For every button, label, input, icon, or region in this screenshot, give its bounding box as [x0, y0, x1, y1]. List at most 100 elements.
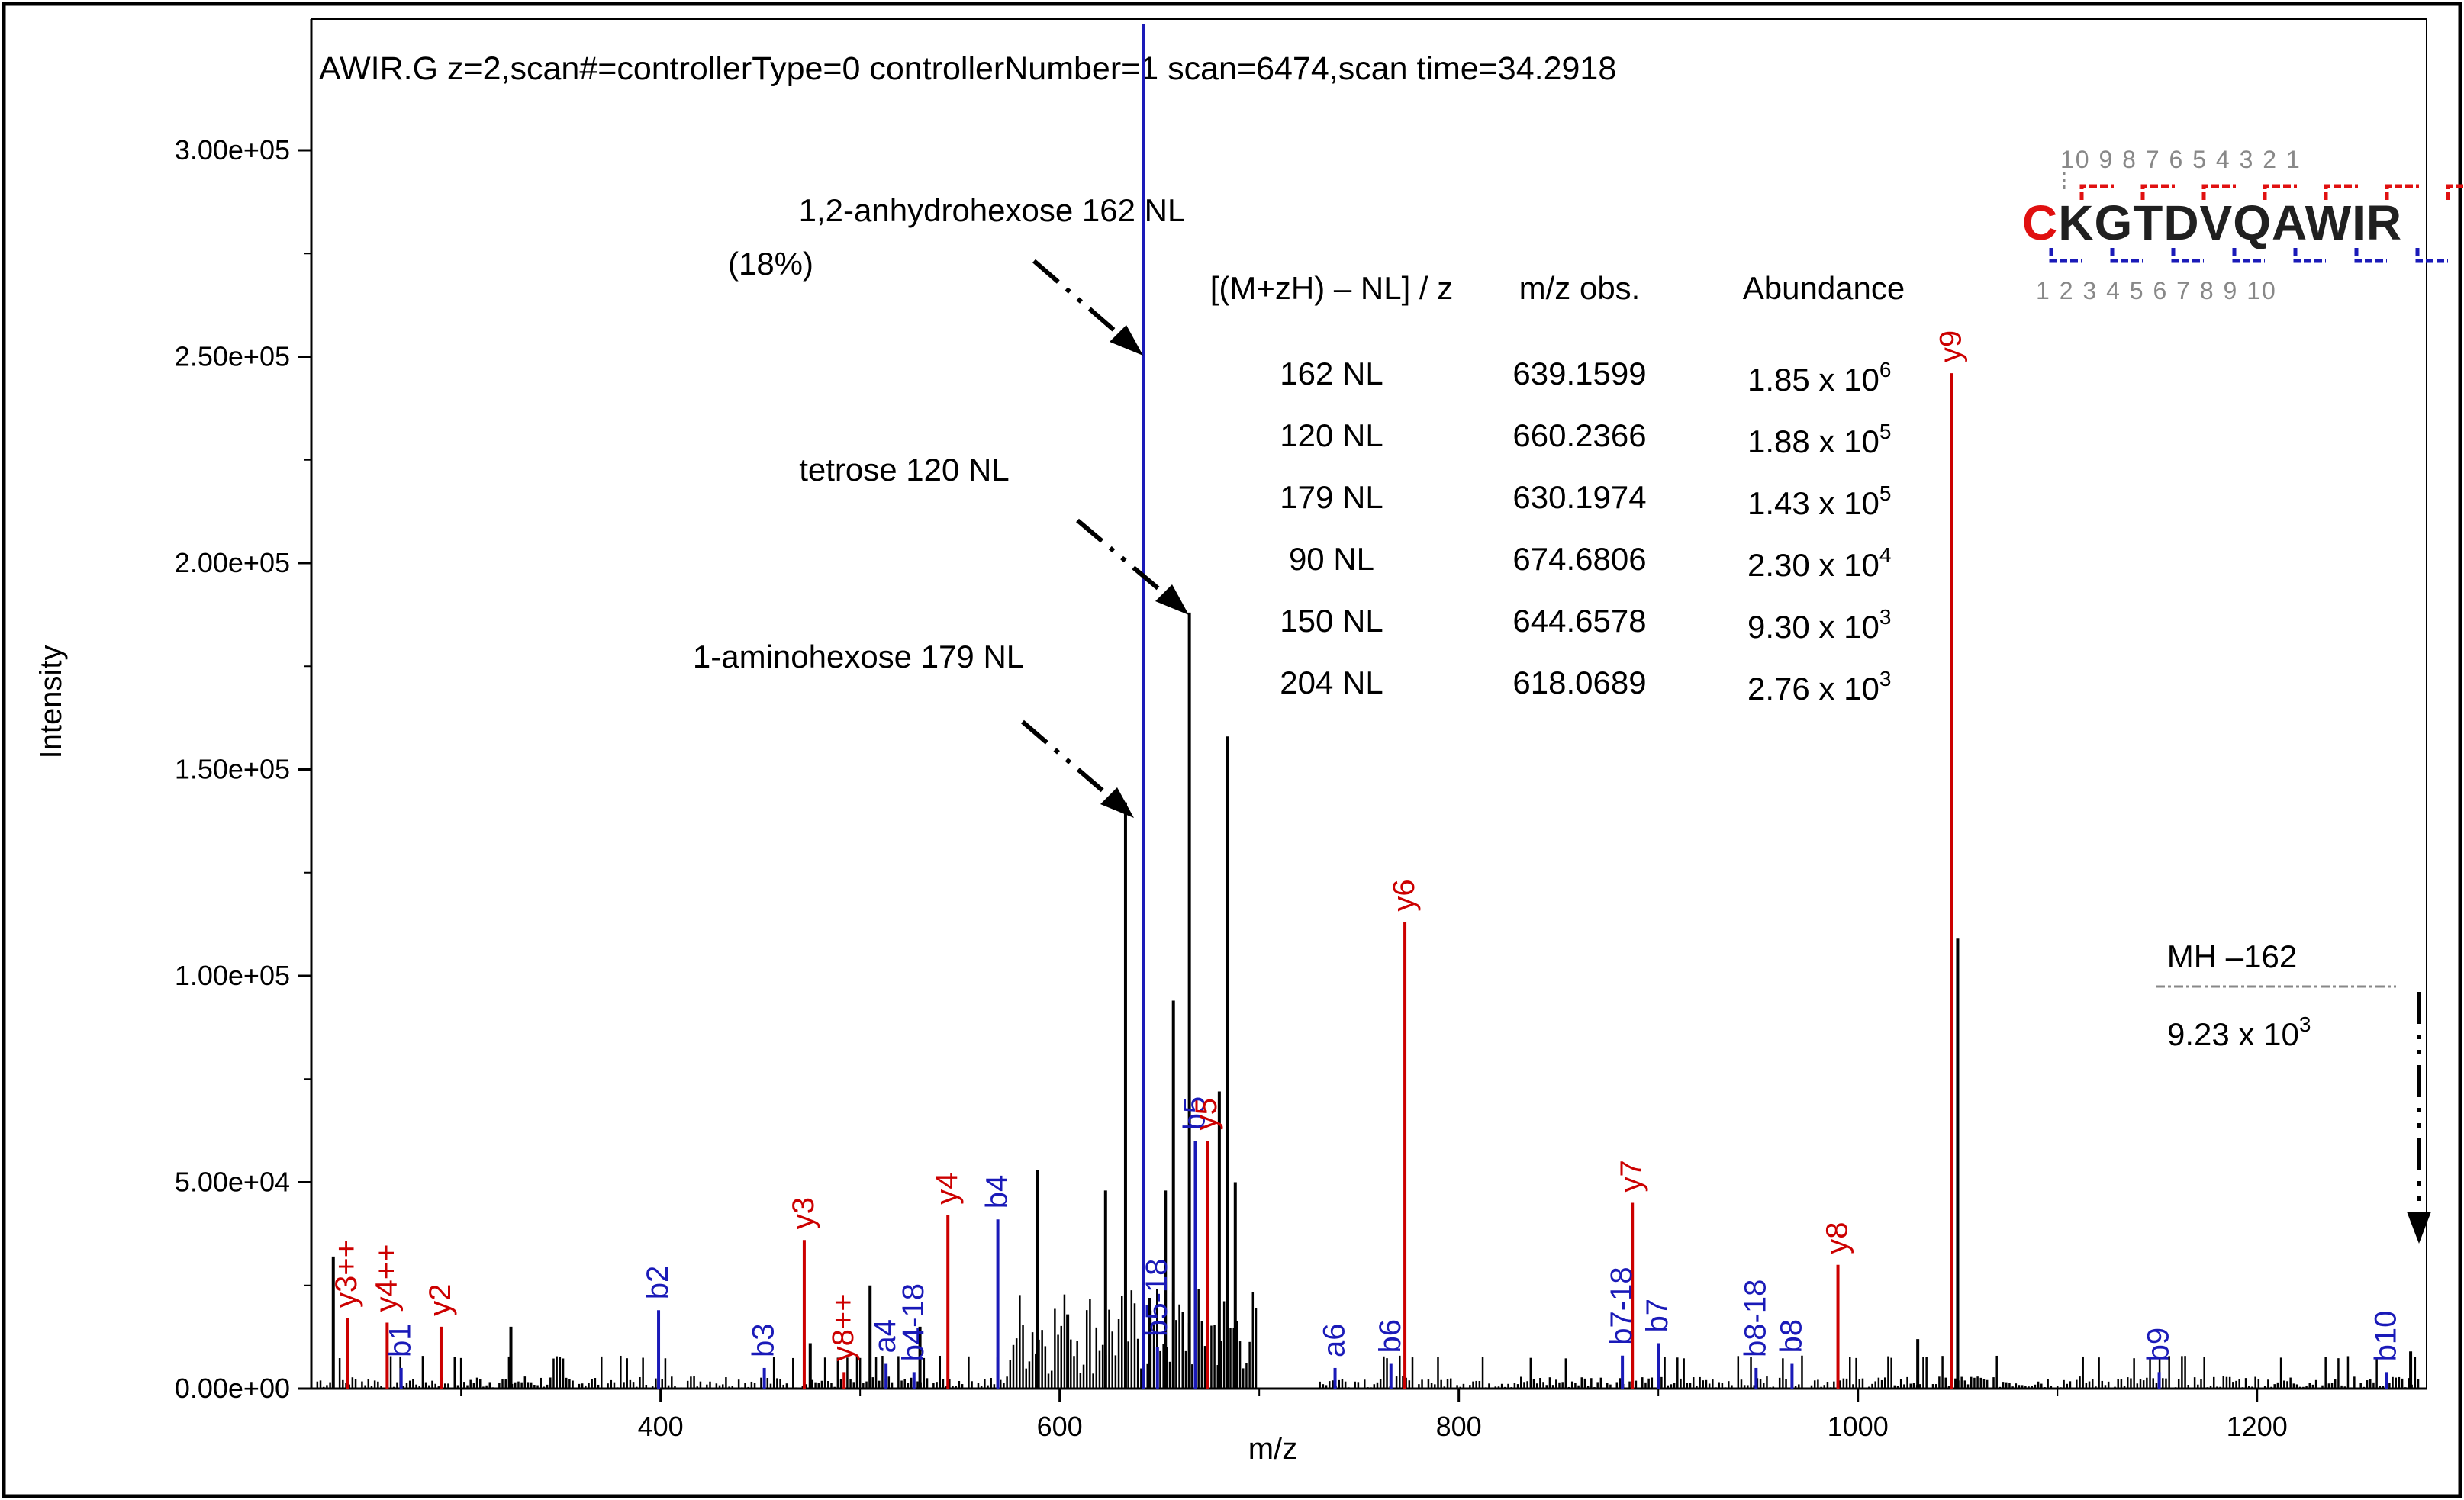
- ion-label-y6: y6: [1387, 879, 1421, 911]
- nl-row-loss: 179 NL: [1280, 479, 1383, 515]
- b-bracket: [2049, 248, 2082, 263]
- ion-label-b4-18: b4-18: [897, 1283, 930, 1361]
- ion-label-b6: b6: [1374, 1319, 1407, 1354]
- y-tick-label: 5.00e+04: [175, 1167, 290, 1198]
- nl-row-abundance-mantissa: 2.76 x 10: [1747, 671, 1879, 707]
- x-tick-label: 1000: [1828, 1411, 1889, 1442]
- y-tick-label: 1.50e+05: [175, 754, 290, 785]
- nl-row-loss: 150 NL: [1280, 603, 1383, 639]
- x-tick-label: 400: [638, 1411, 684, 1442]
- ion-label-b1: b1: [384, 1323, 417, 1357]
- nl-table: [(M+zH) – NL] / z m/z obs. Abundance 162…: [1210, 270, 1905, 707]
- x-axis-label: m/z: [1248, 1432, 1297, 1466]
- nl-row-loss: 204 NL: [1280, 665, 1383, 700]
- ion-label-a6: a6: [1318, 1323, 1351, 1357]
- nl-row-abundance-exponent: 5: [1879, 420, 1892, 443]
- b-bracket: [2415, 248, 2448, 263]
- nl-row-abundance-exponent: 6: [1879, 358, 1892, 381]
- arrow-anhydrohexose: [1032, 259, 1131, 346]
- y-bracket: [2446, 184, 2464, 200]
- b-bracket: [2232, 248, 2265, 263]
- mh-value-mantissa: 9.23 x 10: [2167, 1016, 2299, 1052]
- nl-row-mz: 674.6806: [1512, 541, 1646, 577]
- ion-label-b9: b9: [2142, 1328, 2176, 1362]
- mh-value: 9.23 x 103: [2167, 1012, 2311, 1052]
- sequence-bottom-numbers: 1 2 3 4 5 6 7 8 9 10: [2036, 277, 2277, 304]
- nl-row-mz: 630.1974: [1512, 479, 1646, 515]
- ion-label-b2: b2: [641, 1266, 675, 1300]
- y-bracket: [2140, 184, 2175, 200]
- y-bracket: [2324, 184, 2358, 200]
- ion-label-y2: y2: [424, 1284, 457, 1316]
- peaks: [331, 24, 2413, 1389]
- nl-table-header-mz: m/z obs.: [1519, 270, 1641, 306]
- annotation-mh: MH –162: [2167, 938, 2297, 974]
- ion-label-b3: b3: [747, 1323, 781, 1357]
- arrow-head-anhydrohexose: [1110, 325, 1143, 356]
- y-axis-label: Intensity: [34, 645, 68, 759]
- ion-label-b8-18: b8-18: [1738, 1280, 1772, 1357]
- ion-label-b10: b10: [2369, 1311, 2403, 1362]
- arrow-tetrose: [1076, 518, 1177, 605]
- ion-label-y8++: y8++: [826, 1293, 860, 1361]
- nl-row-abundance-mantissa: 1.43 x 10: [1747, 485, 1879, 521]
- nl-row-abundance-mantissa: 1.88 x 10: [1747, 423, 1879, 459]
- nl-row-abundance-exponent: 5: [1879, 481, 1892, 505]
- nl-row-abundance: 1.88 x 105: [1747, 420, 1891, 459]
- ion-label-b5: b5: [1177, 1096, 1211, 1131]
- sequence-top-numbers: 10 9 8 7 6 5 4 3 2 1: [2060, 146, 2301, 173]
- nl-row-abundance-exponent: 4: [1879, 543, 1892, 567]
- y-tick-label: 2.00e+05: [175, 547, 290, 578]
- annotation-anhydrohexose-percent: (18%): [728, 246, 813, 282]
- arrows: [1021, 259, 2421, 1219]
- arrow-head-mh: [2407, 1212, 2431, 1244]
- ion-label-a4: a4: [868, 1319, 902, 1354]
- nl-row-abundance-exponent: 3: [1879, 605, 1892, 629]
- arrow-head-tetrose: [1155, 584, 1189, 615]
- ion-label-y7: y7: [1615, 1160, 1648, 1192]
- ion-label-b8: b8: [1774, 1319, 1808, 1354]
- ion-label-y8: y8: [1821, 1222, 1854, 1254]
- nl-row-abundance-mantissa: 2.30 x 10: [1747, 547, 1879, 583]
- nl-row-abundance: 2.76 x 103: [1747, 667, 1891, 707]
- nl-table-rows: 162 NL 639.1599 1.85 x 106 120 NL 660.2366 1.…: [1280, 356, 1891, 707]
- y-tick-label: 1.00e+05: [175, 960, 290, 991]
- noise-peaks: [316, 1288, 2420, 1389]
- nl-row-mz: 644.6578: [1512, 603, 1646, 639]
- arrow-heads: [1100, 325, 2431, 1244]
- nl-row-abundance-exponent: 3: [1879, 667, 1892, 690]
- x-tick-label: 800: [1436, 1411, 1482, 1442]
- nl-table-header-nl: [(M+zH) – NL] / z: [1210, 270, 1454, 306]
- mh-value-exponent: 3: [2299, 1012, 2311, 1036]
- nl-row-loss: 90 NL: [1289, 541, 1374, 577]
- nl-row-loss: 120 NL: [1280, 417, 1383, 453]
- y-bracket: [2263, 184, 2297, 200]
- nl-table-header-abundance: Abundance: [1743, 270, 1905, 306]
- y-tick-label: 3.00e+05: [175, 134, 290, 166]
- b-bracket: [2354, 248, 2387, 263]
- sequence-first-residue: C: [2022, 195, 2058, 250]
- ion-label-y5: y5: [1190, 1098, 1223, 1130]
- arrow-head-aminohexose: [1100, 787, 1134, 818]
- ion-label-b4: b4: [981, 1175, 1014, 1209]
- y-bracket: [2385, 184, 2419, 200]
- x-tick-label: 1200: [2227, 1411, 2288, 1442]
- y-tick-label: 0.00e+00: [175, 1373, 290, 1404]
- chart-title: AWIR.G z=2,scan#=controllerType=0 contro…: [319, 50, 1616, 87]
- nl-row-loss: 162 NL: [1280, 356, 1383, 391]
- ion-label-y9: y9: [1934, 330, 1968, 362]
- annotation-tetrose: tetrose 120 NL: [799, 452, 1010, 488]
- sequence-map: 10 9 8 7 6 5 4 3 2 1 CKGTDVQAWIR 1 2 3 4…: [2022, 146, 2464, 304]
- nl-row-mz: 660.2366: [1512, 417, 1646, 453]
- sequence-text: CKGTDVQAWIR: [2022, 195, 2402, 250]
- annotation-anhydrohexose: 1,2-anhydrohexose 162 NL: [799, 192, 1186, 228]
- x-tick-label: 600: [1037, 1411, 1083, 1442]
- nl-row-mz: 618.0689: [1512, 665, 1646, 700]
- ion-label-y4: y4: [930, 1173, 964, 1205]
- y-bracket: [2079, 184, 2114, 200]
- nl-row-abundance-mantissa: 9.30 x 10: [1747, 609, 1879, 645]
- ion-label-b7: b7: [1641, 1299, 1674, 1333]
- nl-row-abundance: 1.85 x 106: [1747, 358, 1891, 398]
